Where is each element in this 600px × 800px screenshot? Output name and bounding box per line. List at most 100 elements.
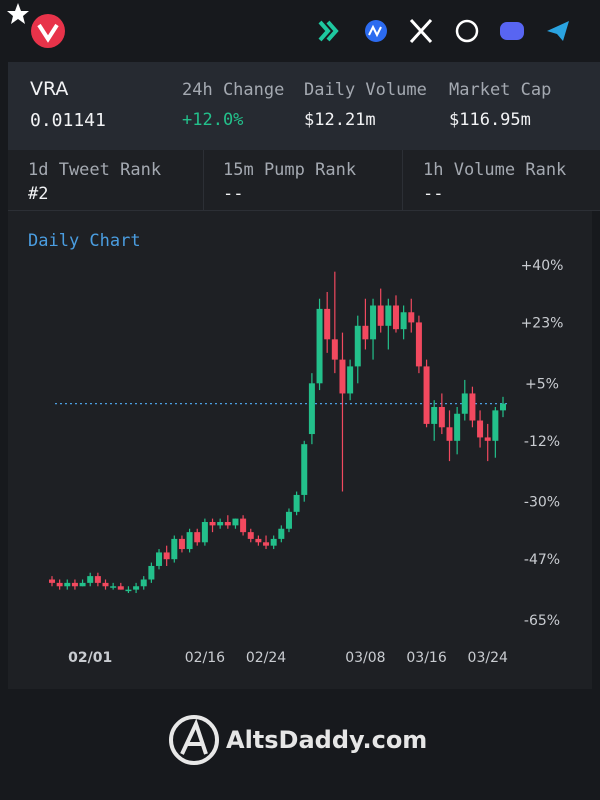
candle-body [362, 325, 369, 340]
candle-body [385, 305, 392, 326]
footer: AltsDaddy.com [0, 700, 600, 790]
brand-logo [169, 715, 219, 765]
rank-value: #2 [28, 184, 49, 204]
candle-body [469, 393, 476, 421]
rank-label: 1d Tweet Rank [28, 160, 162, 180]
candle-body [240, 518, 247, 533]
candle-body [270, 538, 277, 546]
telegram-icon[interactable] [547, 21, 569, 41]
rank-label: 15m Pump Rank [223, 160, 357, 180]
y-tick-label: -65% [524, 613, 560, 629]
y-tick-label: +23% [521, 315, 564, 331]
y-tick-label: -12% [524, 434, 560, 450]
candle-body [87, 576, 94, 583]
candle-body [186, 532, 193, 550]
candle-body [217, 521, 224, 526]
y-tick-label: +40% [521, 258, 564, 274]
candle-body [201, 521, 208, 543]
volume-label: Daily Volume [304, 80, 427, 100]
candle-body [148, 565, 155, 580]
candle-body [102, 582, 109, 587]
candle-body [94, 576, 101, 583]
candle-body [247, 532, 254, 539]
candle-body [454, 413, 461, 441]
candle-body [178, 538, 185, 550]
candle-body [209, 521, 216, 526]
stats-panel: VRA 0.01141 24h Change +12.0% Daily Volu… [8, 62, 600, 150]
candle-body [324, 308, 331, 340]
y-tick-label: -47% [524, 552, 560, 568]
candle-body [232, 518, 239, 526]
candle-body [56, 582, 63, 587]
candle-body [423, 366, 430, 424]
cap-label: Market Cap [449, 80, 552, 100]
candle-body [377, 305, 384, 326]
discord-icon[interactable] [500, 22, 524, 40]
candle-body [400, 312, 407, 330]
x-tick-label: 02/16 [185, 650, 225, 666]
candle-body [438, 406, 445, 428]
candle-body [461, 393, 468, 414]
top-bar [7, 3, 569, 48]
y-tick-label: -30% [524, 495, 560, 511]
candle-body [110, 586, 117, 588]
y-tick-label: +5% [525, 376, 559, 392]
candle-body [293, 494, 300, 512]
candle-body [392, 305, 399, 330]
candle-body [431, 406, 438, 424]
symbol: VRA [30, 78, 69, 100]
candle-body [255, 538, 262, 543]
candle-body [331, 339, 338, 360]
candle-body [224, 521, 231, 526]
brand: AltsDaddy.com [226, 726, 428, 754]
candle-body [308, 383, 315, 435]
x-tick-label: 03/24 [468, 650, 508, 666]
candle-body [446, 427, 453, 441]
favorite-icon[interactable] [7, 3, 29, 24]
candle-body [347, 366, 354, 394]
candle-body [71, 582, 78, 587]
candle-body [79, 582, 86, 587]
chart-title: Daily Chart [28, 231, 141, 251]
website-icon[interactable] [455, 19, 479, 43]
rank-label: 1h Volume Rank [423, 160, 567, 180]
candle-body [163, 552, 170, 560]
change-label: 24h Change [182, 80, 285, 100]
candle-body [117, 586, 124, 590]
chart: +40% +23% +5% -12% -30% -47% -65% 02/01 02/16 02/… [49, 258, 564, 666]
candle-body [125, 589, 132, 592]
candle-body [354, 325, 361, 367]
market-cap: $116.95m [449, 110, 531, 130]
x-tick-label: 03/16 [406, 650, 446, 666]
candle-body [492, 410, 499, 441]
x-icon[interactable] [409, 18, 433, 44]
candle-body [171, 538, 178, 560]
rank-value: -- [423, 184, 444, 204]
candle-body [64, 582, 71, 587]
candle-body [194, 532, 201, 543]
candle-body [484, 437, 491, 441]
x-tick-label: 03/08 [345, 650, 385, 666]
candle-body [500, 403, 506, 411]
candle-body [263, 542, 270, 546]
x-tick-label: 02/24 [246, 650, 286, 666]
ranks-panel: 1d Tweet Rank #2 15m Pump Rank -- 1h Vol… [8, 150, 600, 211]
candle-body [140, 579, 147, 587]
candle-body [316, 308, 323, 384]
candle-body [133, 586, 140, 590]
candle-body [370, 305, 377, 340]
candle-body [477, 420, 484, 438]
candle-body [408, 312, 415, 323]
candle-body [285, 511, 292, 529]
candle-body [339, 359, 346, 394]
change: +12.0% [182, 110, 244, 130]
candle-body [49, 579, 55, 583]
candle-body [278, 528, 285, 539]
x-tick-label: 02/01 [68, 650, 112, 666]
kucoin-icon[interactable] [318, 20, 339, 42]
candle-body [301, 444, 308, 495]
volume: $12.21m [304, 110, 376, 130]
candle-body [156, 552, 163, 566]
rank-value: -- [223, 184, 244, 204]
